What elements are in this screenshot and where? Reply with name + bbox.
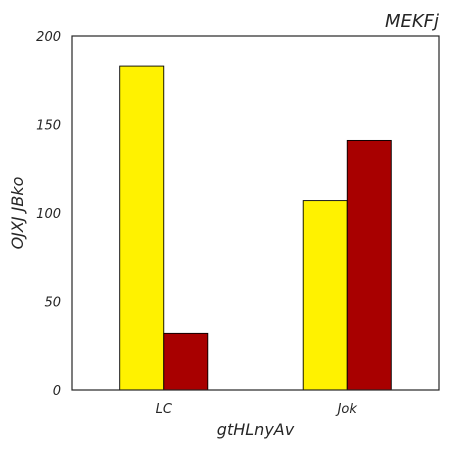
x-tick-labels: LC Jok (156, 402, 358, 417)
y-tick-label: 50 (44, 296, 61, 311)
bar-lc-series-2 (163, 332, 209, 391)
bars-layer (119, 65, 392, 391)
x-tick-label: Jok (335, 402, 358, 417)
y-tick-label: 100 (36, 207, 61, 222)
y-tick-label: 150 (36, 119, 61, 134)
bar-lc-series-1 (119, 65, 165, 391)
y-axis-label: OJXJ JBko (8, 176, 27, 249)
y-tick-labels: 0 50 100 150 200 (36, 30, 61, 399)
y-tick-label: 0 (53, 384, 61, 399)
plot-frame (71, 35, 440, 391)
chart-title: MEKFj (385, 11, 439, 32)
y-tick-label: 200 (36, 30, 61, 45)
x-axis-label: gtHLnyAv (217, 420, 295, 439)
x-tick-label: LC (156, 402, 173, 417)
bar-jok-series-2 (346, 139, 392, 391)
bar-jok-series-1 (302, 200, 348, 391)
